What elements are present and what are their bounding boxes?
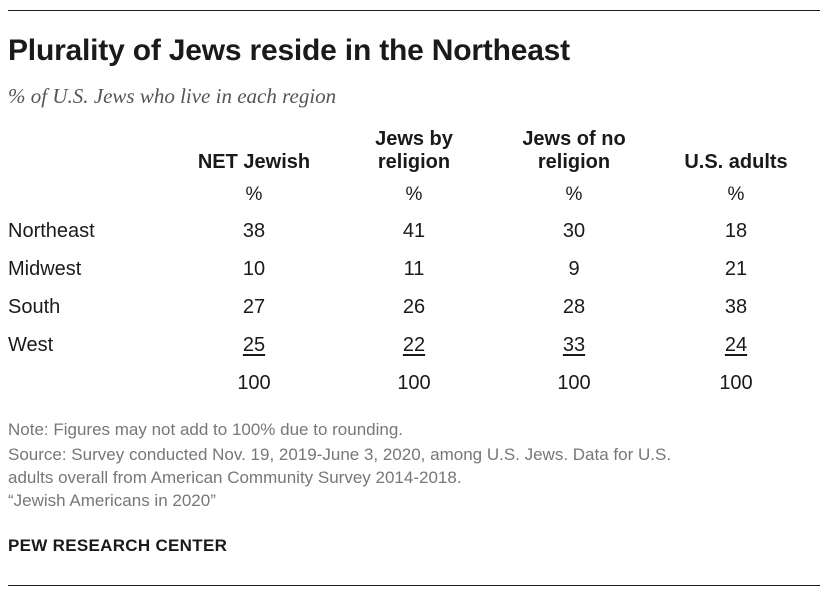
bottom-rule [8,585,820,586]
column-header: Jews by religion [375,128,453,173]
chart-subtitle: % of U.S. Jews who live in each region [8,84,337,108]
table-cell: 18 [724,220,748,242]
table-cell: 10 [242,258,266,280]
unit-label: % [405,184,423,205]
note-text: Note: Figures may not add to 100% due to… [8,420,404,439]
table-cell: 30 [562,220,586,242]
column-header: Jews of no religion [522,128,626,173]
table-cell: 26 [402,296,426,318]
column-header: NET Jewish [197,151,311,173]
table-cell: 24 [724,334,748,356]
brand-logo-text: PEW RESEARCH CENTER [8,536,228,555]
table-cell: 38 [242,220,266,242]
table-cell: 38 [724,296,748,318]
unit-label: % [565,184,583,205]
unit-label: % [245,184,263,205]
table-cell: 11 [403,258,425,280]
table-cell: 9 [568,258,580,280]
total-cell: 100 [557,372,591,394]
report-title: “Jewish Americans in 2020” [8,491,216,510]
table-cell: 25 [242,334,266,356]
total-cell: 100 [237,372,271,394]
row-label: Midwest [8,258,82,280]
table-cell: 27 [242,296,266,318]
total-cell: 100 [719,372,753,394]
row-label: Northeast [8,220,95,242]
table-cell: 21 [724,258,748,280]
table-cell: 33 [562,334,586,356]
source-text-line-2: adults overall from American Community S… [8,468,462,487]
column-header: U.S. adults [684,151,788,173]
row-label: West [8,334,54,356]
table-cell: 22 [402,334,426,356]
table-cell: 41 [402,220,426,242]
source-text-line-1: Source: Survey conducted Nov. 19, 2019-J… [8,445,672,464]
unit-label: % [727,184,745,205]
top-rule [8,10,820,11]
row-label: South [8,296,61,318]
table-cell: 28 [562,296,586,318]
total-cell: 100 [397,372,431,394]
chart-title: Plurality of Jews reside in the Northeas… [8,34,570,67]
